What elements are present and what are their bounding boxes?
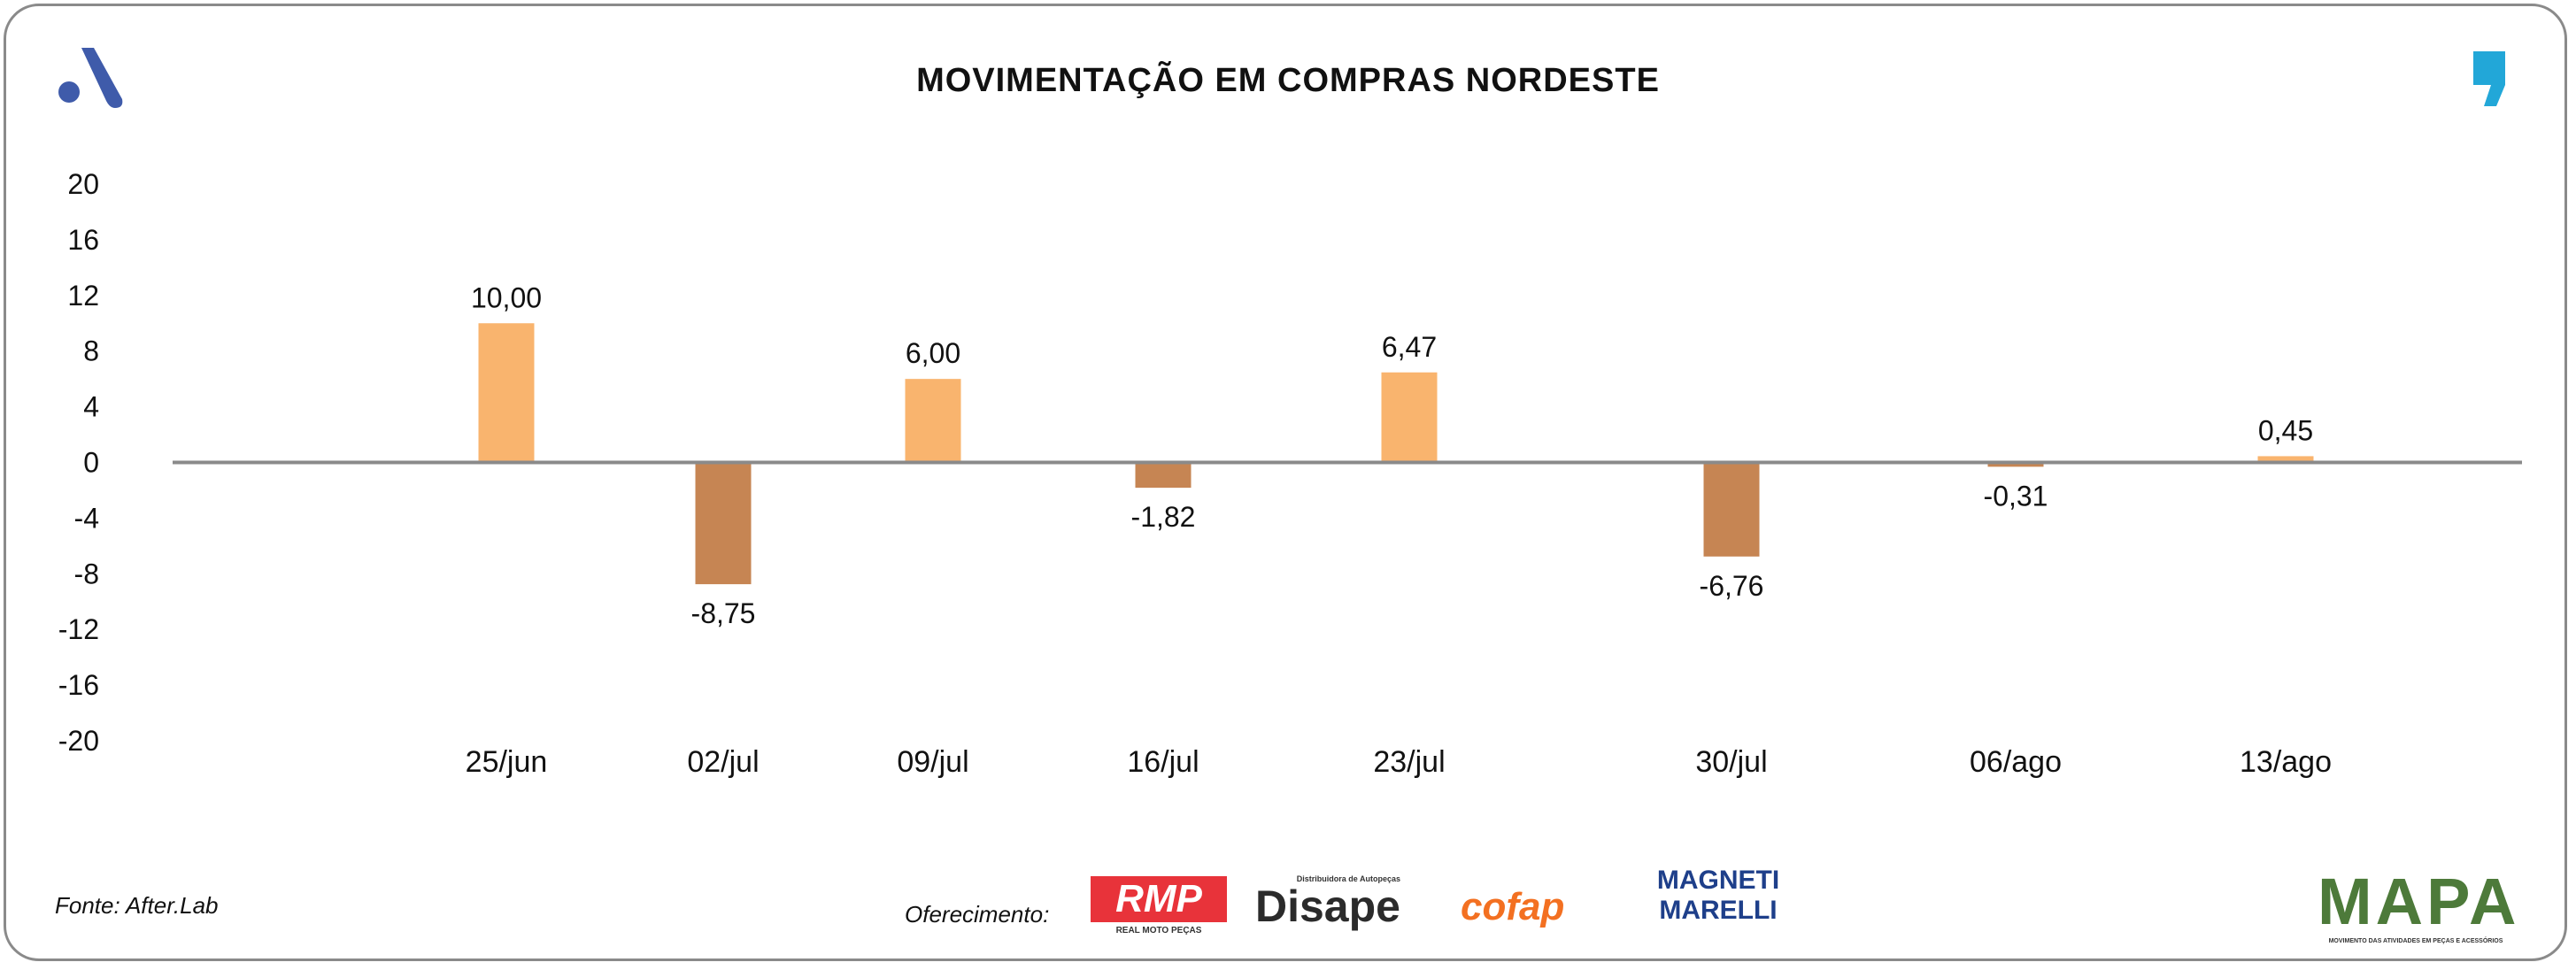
bar [2257, 456, 2314, 463]
chart-title: MOVIMENTAÇÃO EM COMPRAS NORDESTE [916, 62, 1660, 99]
data-label: -0,31 [1984, 480, 2048, 512]
data-label: 6,00 [906, 337, 960, 369]
data-label: -1,82 [1131, 501, 1196, 533]
bar [905, 379, 961, 463]
magneti-marelli-logo: MAGNETI MARELLI [1656, 866, 1780, 925]
bar [1987, 462, 2044, 467]
data-label: 6,47 [1382, 331, 1437, 363]
rmp-logo-text: RMP [1091, 876, 1227, 922]
disape-logo-sub: Distribuidora de Autopeças [1296, 874, 1400, 883]
x-tick-label: 13/ago [2240, 745, 2332, 779]
data-label: -6,76 [1700, 570, 1764, 602]
bar [695, 462, 752, 585]
mapa-logo-text: MAPA [2318, 865, 2520, 938]
bar [1135, 462, 1192, 489]
y-tick-label: 0 [83, 447, 99, 479]
x-tick-label: 02/jul [687, 745, 759, 779]
chart-frame [4, 4, 2567, 961]
x-tick-label: 06/ago [1970, 745, 2062, 779]
brand-left-icon [58, 48, 123, 108]
disape-logo-text: Disape [1255, 881, 1400, 931]
y-tick-label: -20 [58, 725, 99, 757]
bar [1703, 462, 1760, 557]
y-tick-label: -16 [58, 669, 99, 701]
y-tick-label: 16 [67, 224, 99, 256]
y-tick-label: -8 [74, 558, 99, 589]
x-tick-label: 25/jun [466, 745, 548, 779]
cofap-logo: cofap [1461, 885, 1565, 928]
y-tick-label: -4 [74, 502, 99, 534]
y-tick-label: 8 [83, 335, 99, 367]
x-tick-label: 16/jul [1127, 745, 1199, 779]
disape-logo: Distribuidora de Autopeças Disape [1255, 874, 1400, 929]
y-tick-label: 20 [67, 168, 99, 200]
mapa-logo: MAPA MOVIMENTO DAS ATIVIDADES EM PEÇAS E… [2318, 865, 2520, 945]
source-note: Fonte: After.Lab [55, 892, 219, 919]
x-tick-label: 30/jul [1695, 745, 1767, 779]
data-label: -8,75 [691, 597, 756, 629]
y-tick-label: -12 [58, 613, 99, 645]
brand-right-icon [2473, 51, 2505, 106]
bar [1381, 372, 1438, 463]
bar [478, 323, 535, 463]
rmp-logo-sub: REAL MOTO PEÇAS [1115, 926, 1202, 935]
data-label: 0,45 [2258, 414, 2313, 446]
y-tick-label: 4 [83, 391, 99, 423]
x-tick-label: 23/jul [1373, 745, 1445, 779]
rmp-logo: RMP REAL MOTO PEÇAS [1091, 876, 1227, 935]
data-label: 10,00 [471, 281, 542, 313]
sponsor-label: Oferecimento: [905, 901, 1050, 928]
x-tick-label: 09/jul [897, 745, 968, 779]
mapa-logo-sub: MOVIMENTO DAS ATIVIDADES EM PEÇAS E ACES… [2328, 938, 2503, 944]
y-tick-label: 12 [67, 280, 99, 312]
